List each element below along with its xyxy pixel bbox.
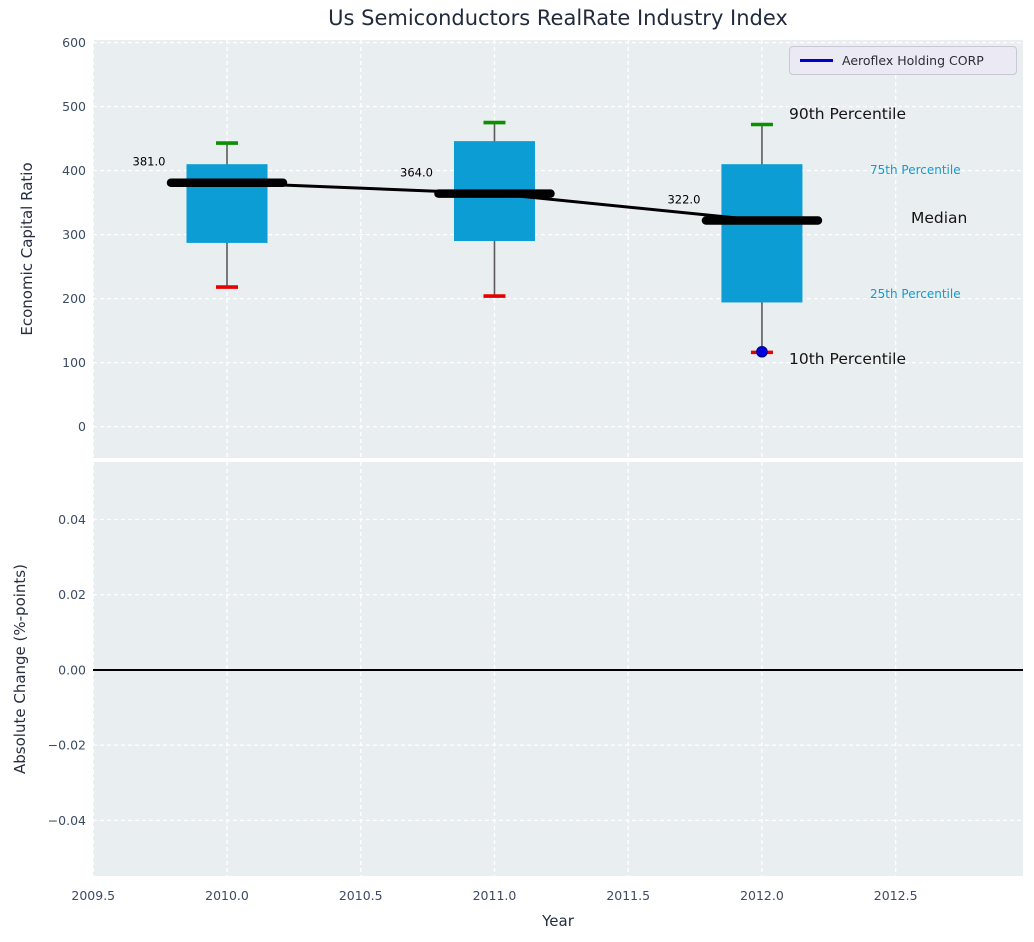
svg-text:2009.5: 2009.5 xyxy=(71,888,115,903)
annotation-90th-percentile: 90th Percentile xyxy=(789,105,907,123)
svg-text:300: 300 xyxy=(62,227,86,242)
annotation-10th-percentile: 10th Percentile xyxy=(789,350,907,368)
svg-text:2012.5: 2012.5 xyxy=(874,888,918,903)
boxplot-2010 xyxy=(186,141,268,289)
svg-text:2011.5: 2011.5 xyxy=(606,888,650,903)
median-value-label: 364.0 xyxy=(400,166,433,180)
svg-text:−0.02: −0.02 xyxy=(48,738,86,753)
svg-text:2011.0: 2011.0 xyxy=(473,888,517,903)
svg-text:2012.0: 2012.0 xyxy=(740,888,784,903)
svg-text:0: 0 xyxy=(78,419,86,434)
iqr-box xyxy=(721,164,803,303)
svg-text:0.00: 0.00 xyxy=(58,662,86,677)
series-point-2012 xyxy=(756,345,768,358)
svg-text:0.02: 0.02 xyxy=(58,587,86,602)
tick-labels: 0 100 200 300 400 500 600 −0.04 −0.02 0.00 0.02 0.0… xyxy=(48,35,918,903)
svg-text:400: 400 xyxy=(62,163,86,178)
boxplot-2012 xyxy=(721,122,803,355)
svg-text:500: 500 xyxy=(62,99,86,114)
x-axis-label: Year xyxy=(542,912,574,930)
median-value-label: 381.0 xyxy=(133,155,166,169)
y-axis-label-top: Economic Capital Ratio xyxy=(18,162,36,336)
svg-text:0.04: 0.04 xyxy=(58,512,86,527)
median-value-label: 322.0 xyxy=(667,193,700,207)
y-axis-label-bottom: Absolute Change (%-points) xyxy=(11,564,29,774)
top-panel xyxy=(93,40,1023,458)
iqr-box xyxy=(186,164,268,243)
svg-text:600: 600 xyxy=(62,35,86,50)
svg-text:−0.04: −0.04 xyxy=(48,813,86,828)
legend-series-label: Aeroflex Holding CORP xyxy=(842,53,984,68)
annotation-75th-percentile: 75th Percentile xyxy=(870,163,961,177)
annotation-25th-percentile: 25th Percentile xyxy=(870,287,961,301)
svg-text:100: 100 xyxy=(62,355,86,370)
legend: Aeroflex Holding CORP xyxy=(789,46,1017,75)
chart-title: Us Semiconductors RealRate Industry Inde… xyxy=(328,6,788,30)
svg-text:2010.5: 2010.5 xyxy=(339,888,383,903)
svg-text:2010.0: 2010.0 xyxy=(205,888,249,903)
legend-line-icon xyxy=(800,59,833,62)
annotation-median: Median xyxy=(911,209,968,227)
svg-text:200: 200 xyxy=(62,291,86,306)
